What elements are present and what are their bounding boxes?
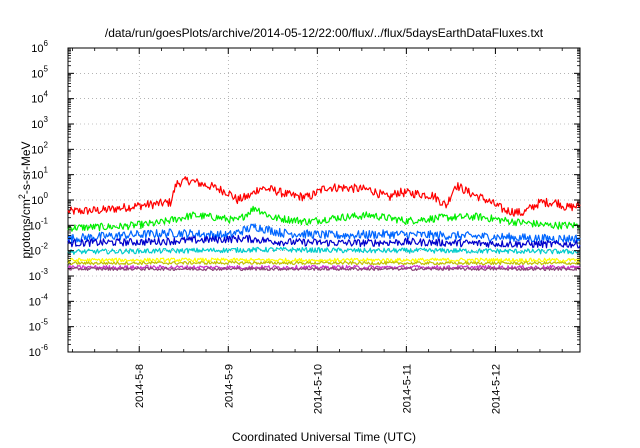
y-axis-ticks: 106 105 104 103 102 101 100 10-1 10-2 10-3 10-4 10-… — [29, 39, 580, 359]
y-tick-label: 10-1 — [29, 216, 49, 232]
y-axis-label: protons/cm2-s-sr-MeV — [17, 141, 33, 258]
x-axis-ticks: 2014-5-8 2014-5-9 2014-5-10 2014-5-11 2014-5… — [72, 48, 563, 414]
y-tick-label: 101 — [31, 166, 48, 182]
series-line-1 — [67, 205, 581, 232]
x-axis-label: Coordinated Universal Time (UTC) — [232, 430, 416, 444]
y-tick-label: 10-6 — [29, 343, 49, 359]
y-tick-label: 10-3 — [29, 267, 49, 283]
series-line-6 — [67, 260, 581, 266]
x-tick-label: 2014-5-8 — [134, 364, 146, 408]
data-series — [67, 176, 581, 272]
y-tick-label: 103 — [31, 115, 48, 131]
y-tick-label: 104 — [31, 90, 48, 106]
x-tick-label: 2014-5-10 — [312, 364, 324, 414]
chart-title: /data/run/goesPlots/archive/2014-05-12/2… — [105, 26, 544, 40]
x-tick-label: 2014-5-11 — [401, 364, 413, 413]
y-tick-label: 10-4 — [29, 292, 49, 308]
y-tick-label: 100 — [31, 191, 48, 207]
y-tick-label: 10-5 — [29, 318, 49, 334]
y-tick-label: 105 — [31, 64, 48, 80]
grid-lines — [68, 48, 580, 352]
series-line-8 — [67, 266, 581, 272]
y-tick-label: 102 — [31, 140, 48, 156]
series-line-0 — [67, 176, 581, 217]
x-tick-label: 2014-5-12 — [490, 364, 502, 414]
series-line-7 — [67, 264, 581, 270]
series-line-2 — [67, 223, 581, 244]
y-tick-label: 106 — [31, 39, 48, 55]
series-line-4 — [67, 246, 581, 255]
x-tick-label: 2014-5-9 — [223, 364, 235, 408]
series-line-5 — [67, 257, 581, 263]
y-tick-label: 10-2 — [29, 242, 49, 258]
series-line-3 — [67, 234, 581, 249]
